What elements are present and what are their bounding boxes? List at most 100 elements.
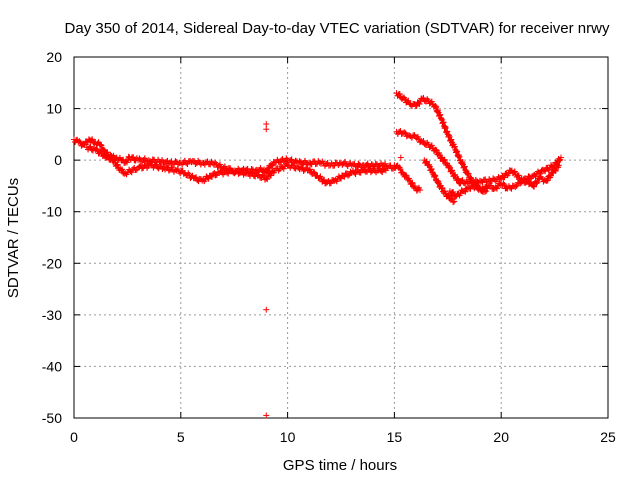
data-point-fill <box>542 168 549 175</box>
y-tick-label: 10 <box>46 101 62 117</box>
data-point-fill <box>532 173 539 180</box>
axes <box>73 56 609 419</box>
data-point <box>263 121 270 128</box>
data-point-fill <box>409 179 416 186</box>
series-dip-segment <box>421 157 458 206</box>
data-point-fill <box>500 180 507 187</box>
x-tick-label: 15 <box>387 429 403 445</box>
data-point-fill <box>268 162 275 169</box>
data-point <box>263 306 270 313</box>
data-point-fill <box>280 165 287 172</box>
data-point-fill <box>537 170 544 177</box>
data-point-fill <box>249 169 256 176</box>
data-point-fill <box>307 166 314 173</box>
series-lower-branch <box>83 143 389 187</box>
series-late-track <box>446 162 562 200</box>
data-point-fill <box>405 97 412 104</box>
data-point-fill <box>445 191 452 198</box>
data-point-fill <box>431 172 438 179</box>
data-point <box>417 187 424 194</box>
data-point-fill <box>556 157 563 164</box>
data-point-fill <box>97 141 104 148</box>
data-point-fill <box>98 142 105 149</box>
data-point-fill <box>288 156 295 163</box>
data-point-fill <box>105 153 112 160</box>
data-point-fill <box>365 165 372 172</box>
data-point-fill <box>420 94 427 101</box>
x-tick-label: 25 <box>600 429 616 445</box>
data-point <box>397 154 404 161</box>
data-point-fill <box>345 172 352 179</box>
data-point-fill <box>501 174 508 181</box>
data-point-fill <box>119 166 126 173</box>
data-point-fill <box>428 142 435 149</box>
data-point-fill <box>216 161 223 168</box>
data-point-fill <box>450 199 457 206</box>
data-point-fill <box>441 156 448 163</box>
data-point-fill <box>381 166 388 173</box>
data-point-fill <box>255 171 262 178</box>
data-point-fill <box>423 158 430 165</box>
data-point <box>263 412 270 419</box>
y-tick-label: 0 <box>54 152 62 168</box>
data-point-fill <box>153 161 160 168</box>
data-point-fill <box>523 177 530 184</box>
data-point-fill <box>138 165 145 172</box>
series-upper-arc <box>393 90 490 195</box>
data-point-fill <box>449 167 456 174</box>
data-point-fill <box>130 154 137 161</box>
y-tick-label: -40 <box>42 358 62 374</box>
data-point-fill <box>396 91 403 98</box>
y-tick-label: -50 <box>42 410 62 426</box>
data-point-fill <box>439 184 446 191</box>
data-point-fill <box>267 172 274 179</box>
data-point-fill <box>264 176 271 183</box>
data-point-fill <box>114 161 121 168</box>
data-point <box>263 126 270 133</box>
grid-lines <box>74 57 608 418</box>
data-point-fill <box>357 169 364 176</box>
series-isolated-points <box>263 121 404 419</box>
x-tick-label: 10 <box>280 429 296 445</box>
data-point-fill <box>428 166 435 173</box>
data-point <box>382 167 389 174</box>
series-late-upper <box>455 154 565 188</box>
series-descending-segment <box>391 162 424 194</box>
data-point-fill <box>554 161 561 168</box>
data-point-fill <box>508 185 515 192</box>
data-point-fill <box>217 168 224 175</box>
data-point-fill <box>428 98 435 105</box>
data-point-fill <box>259 172 266 179</box>
data-point-fill <box>264 167 271 174</box>
y-axis-label: SDTVAR / TECUs <box>5 178 22 298</box>
x-tick-label: 0 <box>70 429 78 445</box>
data-point-fill <box>534 179 541 186</box>
data-point-fill <box>552 167 559 174</box>
y-tick-label: -10 <box>42 204 62 220</box>
data-point-fill <box>444 128 451 135</box>
data-point-fill <box>397 166 404 173</box>
x-tick-label: 5 <box>177 429 185 445</box>
data-point-fill <box>136 155 143 162</box>
data-point-fill <box>452 171 459 178</box>
data-point-fill <box>432 173 439 180</box>
data-point-fill <box>355 160 362 167</box>
data-point-fill <box>363 161 370 168</box>
data-point-fill <box>450 188 457 195</box>
data-points <box>71 90 565 419</box>
data-point-fill <box>533 180 540 187</box>
data-point-fill <box>432 146 439 153</box>
y-tick-label: 20 <box>46 49 62 65</box>
data-point <box>188 159 195 166</box>
data-point-fill <box>515 172 522 179</box>
data-point-fill <box>372 160 379 167</box>
y-tick-label: -30 <box>42 307 62 323</box>
series-middle-arc <box>393 128 464 187</box>
data-point-fill <box>289 162 296 169</box>
data-point-fill <box>401 129 408 136</box>
plot-frame <box>73 56 609 419</box>
data-point-fill <box>484 178 491 185</box>
data-point-fill <box>462 188 469 195</box>
